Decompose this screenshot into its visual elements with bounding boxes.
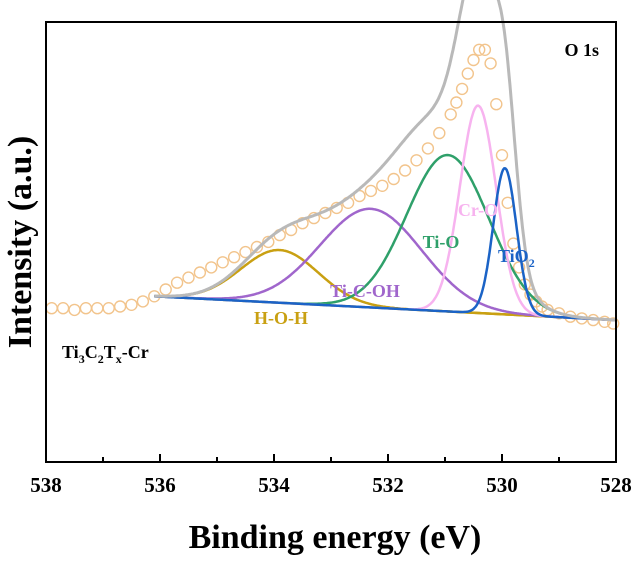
peak-curve-tio2 — [154, 166, 617, 322]
data-point — [296, 216, 309, 230]
x-tick-label: 534 — [258, 473, 290, 497]
data-point — [461, 67, 474, 80]
data-point — [607, 317, 620, 330]
data-point — [490, 97, 503, 111]
data-point — [410, 154, 423, 167]
data-point — [473, 43, 486, 56]
x-axis-ticks: 538 536 534 532 530 528 — [30, 454, 632, 497]
data-point — [484, 57, 497, 70]
data-point — [433, 126, 446, 140]
sample-label-sub-x: x — [116, 352, 122, 366]
data-point — [125, 298, 138, 311]
data-point — [450, 96, 463, 109]
data-point — [598, 315, 611, 328]
data-point — [227, 251, 241, 264]
data-point — [205, 261, 218, 274]
peak-label-tio2-base: TiO — [498, 246, 529, 266]
data-point — [364, 184, 378, 198]
data-point — [398, 164, 412, 177]
peak-label-cr-o: Cr-O — [458, 200, 498, 220]
fitted-peaks — [154, 104, 617, 322]
data-point — [182, 271, 195, 284]
panel-label: O 1s — [564, 40, 599, 60]
sample-label-cr: -Cr — [122, 342, 149, 362]
sample-label-ti: Ti — [62, 342, 79, 362]
sample-label-sub-2: 2 — [98, 352, 104, 366]
data-point — [467, 53, 480, 67]
peak-label-ti-c-oh: Ti-C-OH — [330, 281, 400, 301]
y-axis-title: Intensity (a.u.) — [2, 136, 39, 349]
data-point — [193, 266, 207, 279]
data-point — [239, 245, 252, 259]
peak-label-h-o-h: H-O-H — [254, 308, 308, 328]
envelope-layer — [154, 0, 617, 322]
envelope-curve — [154, 0, 617, 322]
peak-label-ti-o: Ti-O — [423, 232, 460, 252]
x-tick-label: 538 — [30, 473, 62, 497]
data-point — [170, 276, 184, 289]
x-tick-label: 532 — [372, 473, 404, 497]
data-point — [444, 108, 457, 121]
data-point — [421, 142, 435, 155]
data-point — [376, 179, 389, 193]
x-tick-label: 528 — [600, 473, 632, 497]
data-point — [478, 43, 492, 56]
peak-label-tio2-sub: 2 — [529, 256, 535, 270]
x-tick-label: 536 — [144, 473, 176, 497]
data-point — [455, 82, 469, 96]
data-point — [250, 240, 264, 254]
data-point — [216, 256, 229, 269]
data-point — [512, 261, 526, 274]
data-point — [495, 148, 509, 162]
x-tick-label: 530 — [486, 473, 518, 497]
sample-label-c: C — [85, 342, 98, 362]
data-point — [136, 295, 150, 308]
sample-label-sub-3: 3 — [79, 352, 85, 366]
data-point — [387, 172, 400, 186]
sample-label-t: T — [104, 342, 116, 362]
x-axis-title: Binding energy (eV) — [189, 519, 482, 556]
sample-label: Ti3C2Tx-Cr — [62, 342, 149, 366]
peak-label-tio2: TiO2 — [498, 246, 535, 270]
